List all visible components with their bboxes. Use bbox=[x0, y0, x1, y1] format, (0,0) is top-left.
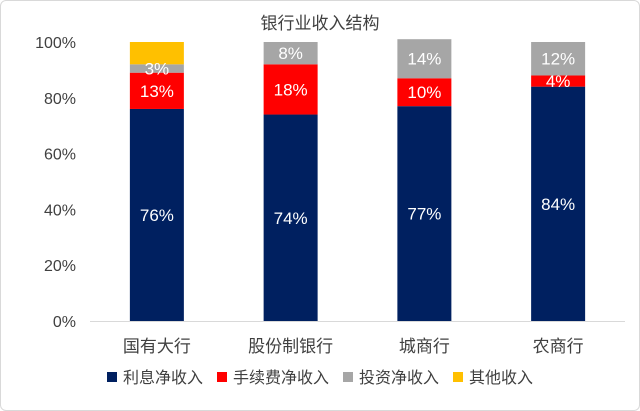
bar-segment bbox=[263, 42, 318, 65]
data-label: 18% bbox=[274, 80, 308, 99]
bar-segment bbox=[129, 64, 184, 73]
data-label: 12% bbox=[541, 50, 575, 69]
bars bbox=[129, 39, 586, 322]
y-tick-label: 20% bbox=[44, 258, 76, 275]
y-tick-label: 80% bbox=[44, 91, 76, 108]
bar-segment bbox=[263, 64, 318, 115]
data-label: 77% bbox=[407, 205, 441, 224]
bar-segment bbox=[531, 86, 586, 321]
bar-segment bbox=[531, 42, 586, 76]
category-label: 城商行 bbox=[399, 337, 450, 357]
bar-segment bbox=[397, 106, 452, 321]
bar-segment bbox=[263, 114, 318, 321]
data-labels: 76% 13% 3% 74% 18% 8% 77% 10% 14% 84% 4% 12% bbox=[140, 44, 575, 228]
legend-swatch bbox=[217, 372, 227, 382]
legend-label: 手续费净收入 bbox=[233, 368, 329, 387]
legend-label: 利息净收入 bbox=[123, 368, 203, 387]
category-label: 国有大行 bbox=[123, 337, 191, 357]
y-tick-label: 0% bbox=[53, 314, 76, 331]
category-label: 股份制银行 bbox=[248, 337, 333, 357]
bar-segment bbox=[397, 39, 452, 79]
legend-swatch bbox=[343, 372, 353, 382]
category-label: 农商行 bbox=[533, 337, 584, 357]
axes: 0% 20% 40% 60% 80% 100% 国有大行 股份制银行 城商行 农商行 bbox=[35, 35, 625, 357]
chart-title: 银行业收入结构 bbox=[261, 14, 380, 34]
y-tick-label: 100% bbox=[35, 35, 76, 52]
bar-segment bbox=[129, 108, 184, 322]
data-label: 3% bbox=[145, 60, 170, 79]
data-label: 8% bbox=[278, 44, 303, 63]
data-label: 13% bbox=[140, 82, 174, 101]
data-label: 4% bbox=[546, 72, 571, 91]
legend-label: 投资净收入 bbox=[359, 368, 439, 387]
data-label: 76% bbox=[140, 206, 174, 225]
legend-label: 其他收入 bbox=[469, 368, 533, 387]
legend-swatch bbox=[453, 372, 463, 382]
bar-segment bbox=[129, 42, 184, 65]
data-label: 10% bbox=[407, 83, 441, 102]
legend-swatch bbox=[107, 372, 117, 382]
data-label: 14% bbox=[407, 50, 441, 69]
bar-segment bbox=[129, 72, 184, 109]
legend: 利息净收入 手续费净收入 投资净收入 其他收入 bbox=[107, 368, 533, 387]
bar-segment bbox=[531, 75, 586, 87]
data-label: 84% bbox=[541, 195, 575, 214]
y-tick-label: 40% bbox=[44, 202, 76, 219]
data-label: 74% bbox=[274, 209, 308, 228]
y-tick-label: 60% bbox=[44, 147, 76, 164]
bar-segment bbox=[397, 78, 452, 107]
